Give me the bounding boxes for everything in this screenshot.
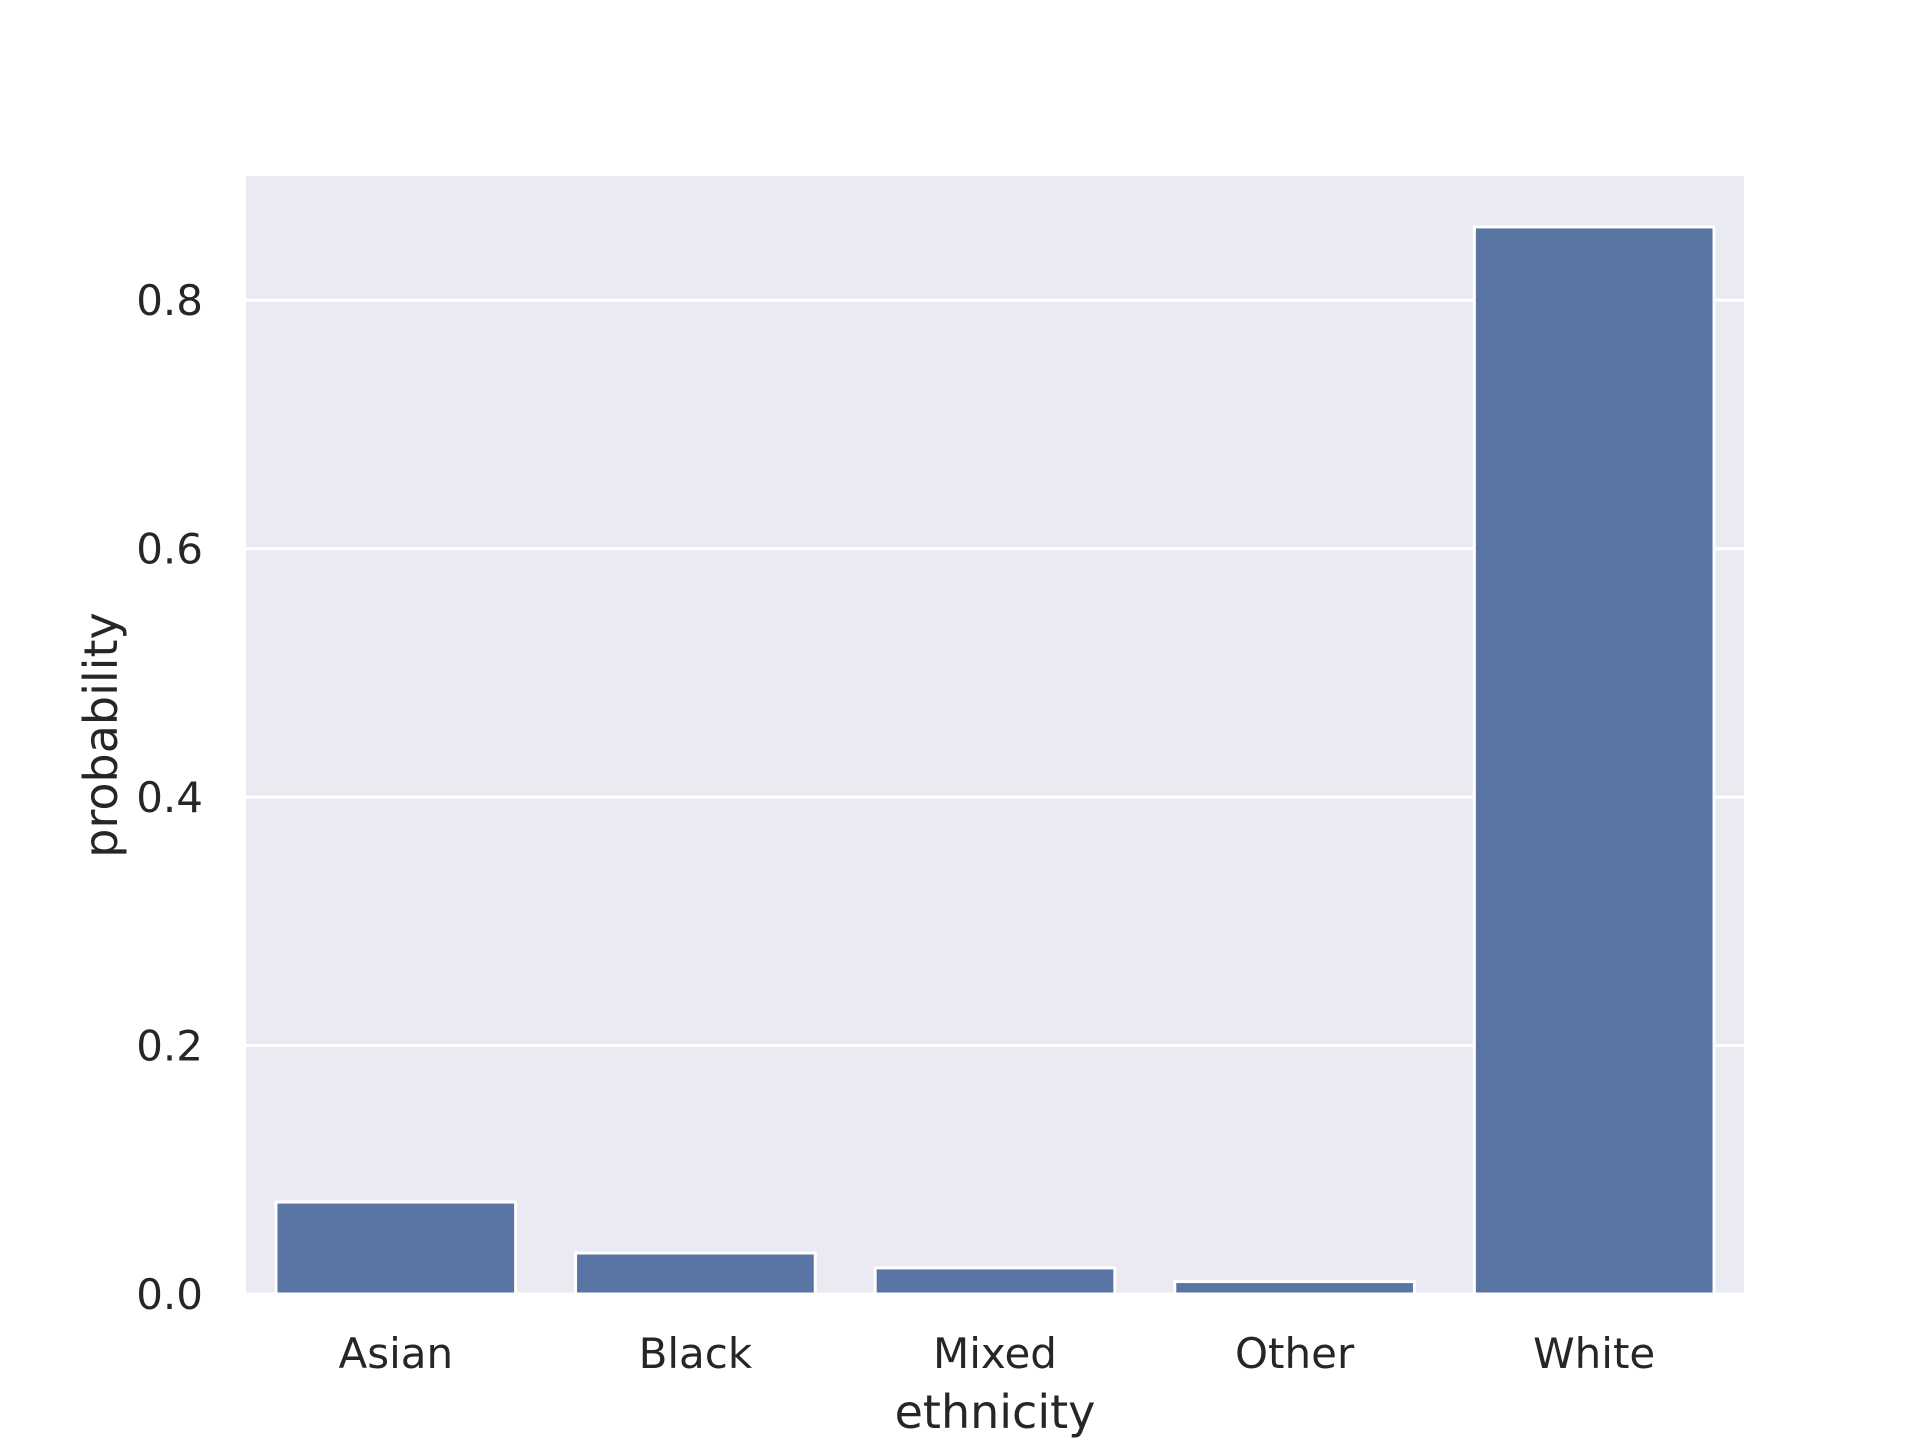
bar-black (574, 1251, 817, 1296)
bar-other (1173, 1280, 1416, 1296)
x-axis-label: ethnicity (895, 1385, 1096, 1439)
y-axis-label: probability (74, 612, 128, 857)
bars (274, 225, 1716, 1296)
y-tick-label: 0.0 (136, 1270, 203, 1319)
x-tick-label: White (1533, 1329, 1655, 1378)
y-tick-label: 0.2 (136, 1022, 203, 1071)
bar-asian (274, 1200, 518, 1296)
y-tick-label: 0.8 (136, 276, 203, 325)
x-tick-label: Other (1235, 1329, 1355, 1378)
x-axis-ticks: Asian Black Mixed Other White (338, 1329, 1655, 1378)
y-tick-label: 0.4 (136, 773, 203, 822)
y-tick-label: 0.6 (136, 525, 203, 574)
x-tick-label: Black (639, 1329, 753, 1378)
bar-mixed (873, 1266, 1117, 1296)
x-tick-label: Mixed (933, 1329, 1057, 1378)
x-tick-label: Asian (338, 1329, 453, 1378)
bar-white (1472, 225, 1716, 1296)
y-axis-ticks: 0.0 0.2 0.4 0.6 0.8 (136, 276, 203, 1319)
